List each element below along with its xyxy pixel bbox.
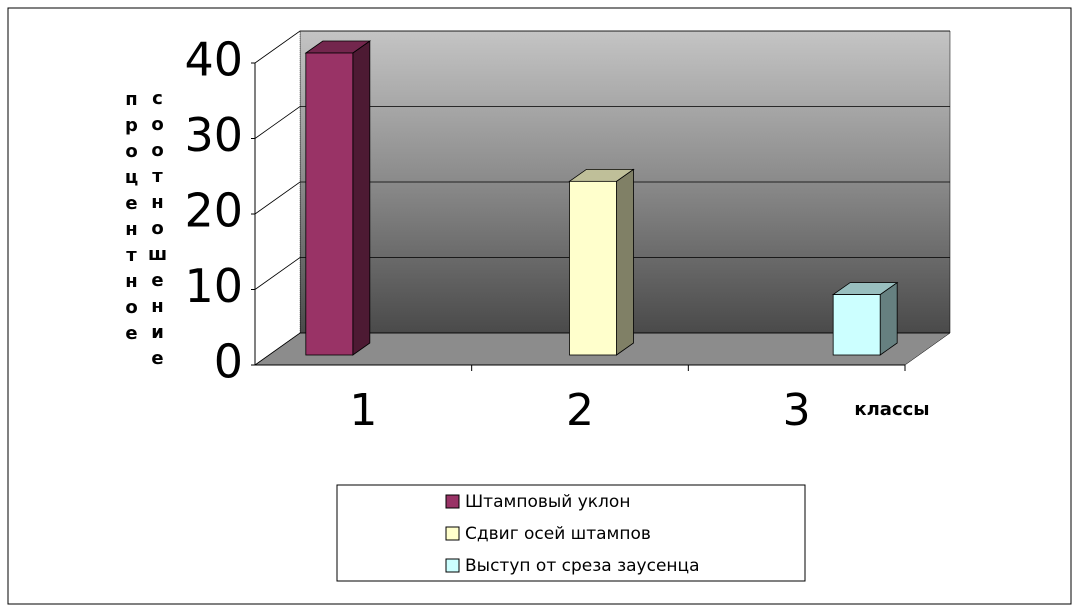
bar (832, 294, 881, 356)
x-tick-label: 2 (566, 385, 594, 436)
grid-line (254, 30, 950, 64)
bar-side (616, 168, 634, 356)
y-tick-label: 0 (214, 335, 243, 389)
grid-line (254, 181, 950, 215)
grid-line (254, 332, 950, 366)
grid-line (254, 106, 950, 139)
legend-label: Сдвиг осей штампов (465, 524, 651, 544)
legend-swatch (445, 526, 460, 541)
chart-border (7, 7, 1072, 605)
legend-box (336, 484, 806, 582)
x-tick-label: 3 (783, 385, 811, 436)
y-tick-label: 40 (184, 33, 243, 87)
x-axis-label: классы (854, 399, 929, 420)
y-axis-label: процентное соотношение (121, 88, 168, 374)
bar (305, 52, 354, 356)
y-tick-label: 20 (184, 184, 243, 238)
bar-side (879, 281, 898, 356)
x-tick-label: 1 (349, 385, 377, 436)
legend-label: Штамповый уклон (465, 492, 630, 512)
legend-swatch (445, 558, 460, 573)
legend-swatch (445, 494, 460, 509)
y-tick-label: 30 (184, 108, 243, 162)
grid-line (254, 257, 950, 290)
y-tick-label: 10 (184, 259, 243, 313)
bar (569, 180, 617, 356)
legend-label: Выступ от среза заусенца (465, 556, 700, 576)
bar-side (352, 40, 371, 356)
